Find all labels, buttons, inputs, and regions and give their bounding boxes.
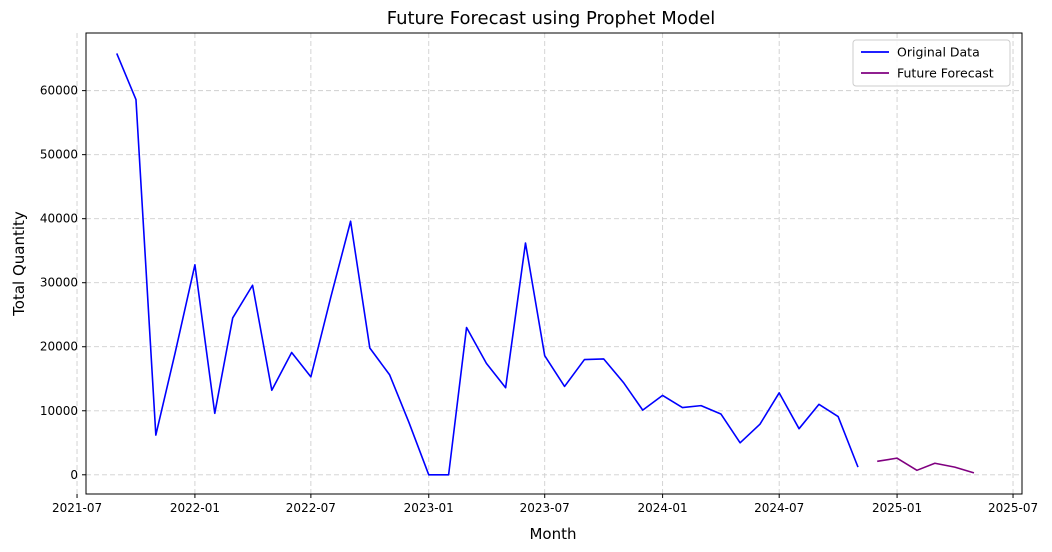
y-axis: 0 10000 20000 30000 40000 50000 60000 [40, 84, 86, 482]
x-tick-label: 2022-01 [170, 501, 220, 515]
x-axis-label: Month [529, 525, 576, 543]
y-tick-label: 10000 [40, 404, 78, 418]
x-tick-label: 2023-07 [520, 501, 570, 515]
y-axis-label: Total Quantity [10, 211, 28, 317]
legend-label-future-forecast: Future Forecast [897, 66, 994, 81]
series-line-original-data [116, 53, 859, 476]
series-line-future-forecast [877, 457, 975, 474]
x-tick-label: 2025-07 [988, 501, 1038, 515]
grid-lines [76, 33, 1022, 494]
x-tick-label: 2021-07 [52, 501, 102, 515]
series-lines [116, 53, 975, 476]
x-tick-label: 2022-07 [286, 501, 336, 515]
y-tick-label: 20000 [40, 340, 78, 354]
x-tick-label: 2024-07 [754, 501, 804, 515]
y-tick-label: 40000 [40, 212, 78, 226]
y-tick-label: 60000 [40, 84, 78, 98]
x-axis: 2021-07 2022-01 2022-07 2023-01 2023-07 2024-… [52, 494, 1038, 515]
plot-frame [85, 32, 1023, 495]
y-tick-label: 30000 [40, 276, 78, 290]
y-tick-label: 0 [70, 468, 78, 482]
x-tick-label: 2024-01 [638, 501, 688, 515]
chart-title: Future Forecast using Prophet Model [387, 8, 716, 29]
legend-label-original-data: Original Data [897, 45, 980, 60]
legend-box [852, 39, 1011, 87]
x-tick-label: 2023-01 [404, 501, 454, 515]
y-tick-label: 50000 [40, 148, 78, 162]
legend: Original Data Future Forecast [852, 39, 1011, 87]
x-tick-label: 2025-01 [872, 501, 922, 515]
